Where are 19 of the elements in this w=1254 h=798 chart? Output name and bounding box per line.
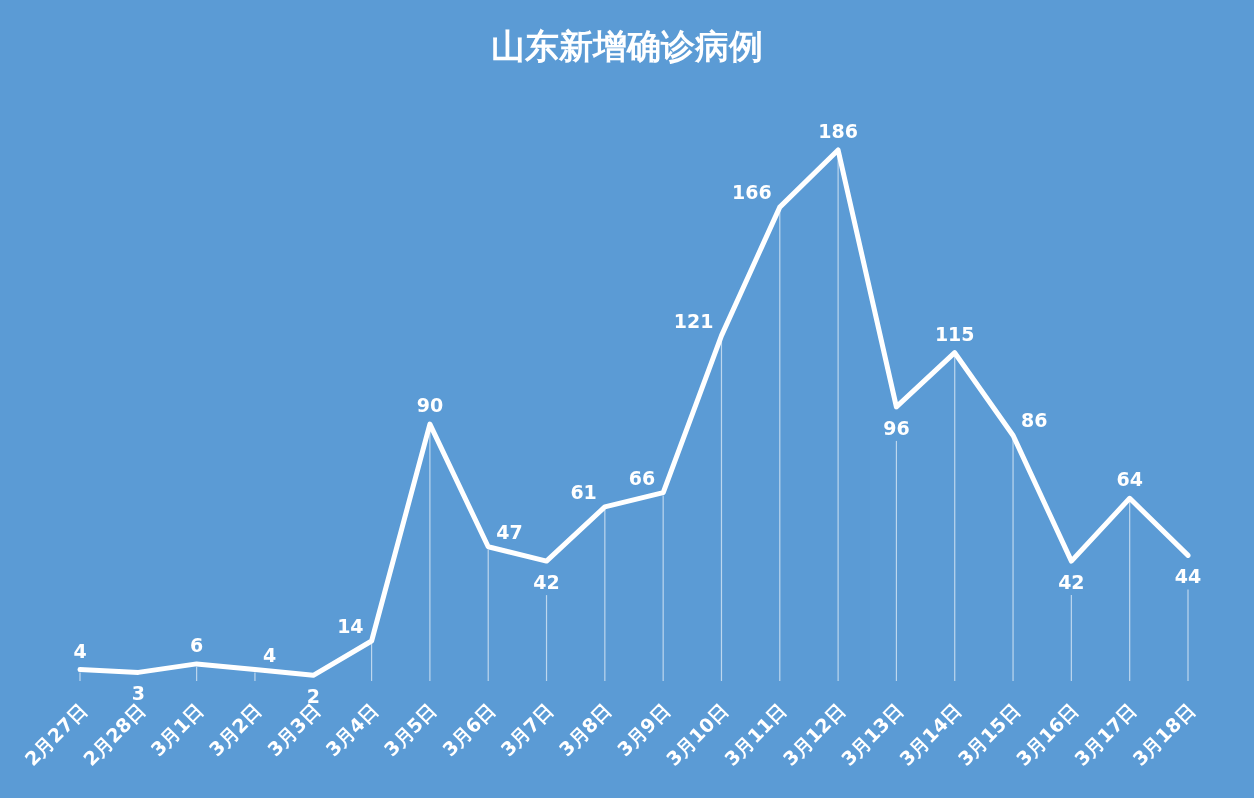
data-label: 44 <box>1174 565 1202 588</box>
data-label: 86 <box>1021 409 1048 432</box>
chart-title: 山东新增确诊病例 <box>491 26 763 66</box>
data-label: 6 <box>190 633 204 656</box>
data-label: 47 <box>496 520 523 543</box>
data-label: 14 <box>337 615 364 638</box>
data-label: 186 <box>818 120 858 142</box>
data-label: 115 <box>934 322 975 345</box>
data-label: 66 <box>628 466 656 489</box>
data-label: 96 <box>883 416 910 439</box>
data-label: 42 <box>533 571 560 594</box>
data-label: 42 <box>1058 571 1085 594</box>
data-label: 4 <box>262 643 277 666</box>
data-label: 90 <box>416 394 444 417</box>
data-label: 121 <box>673 309 714 332</box>
data-label: 166 <box>732 181 772 204</box>
data-label: 4 <box>73 639 87 662</box>
data-label: 61 <box>570 480 597 503</box>
data-label: 64 <box>1116 468 1143 491</box>
